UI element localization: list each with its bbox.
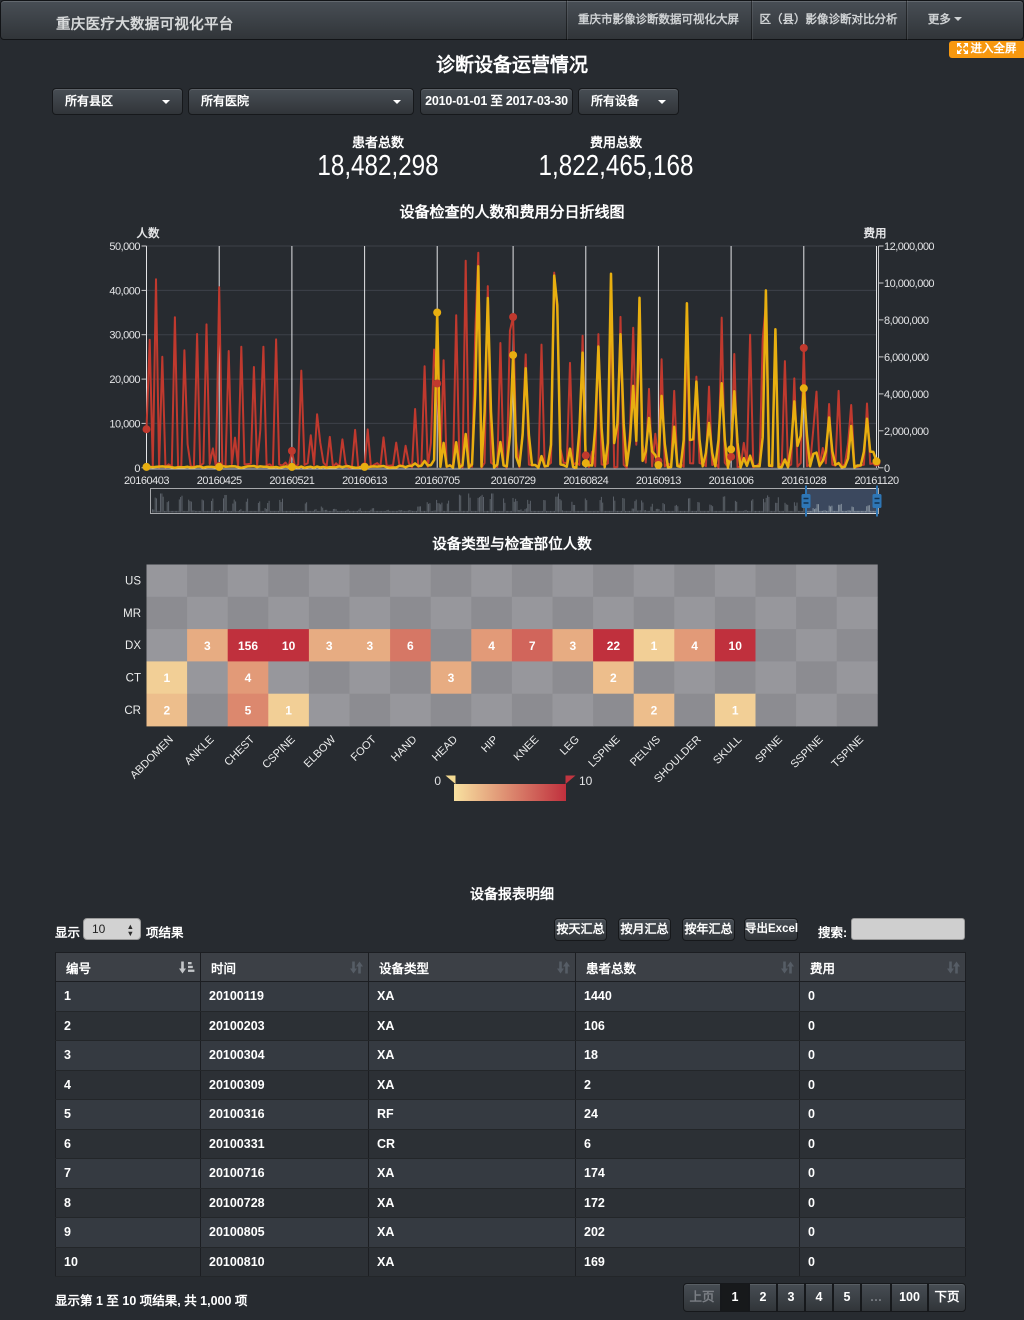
svg-text:US: US	[125, 576, 141, 588]
svg-text:20160403: 20160403	[124, 475, 169, 487]
svg-text:156: 156	[238, 639, 258, 653]
svg-text:4: 4	[691, 639, 698, 653]
svg-text:SKULL: SKULL	[711, 734, 744, 767]
svg-text:20160824: 20160824	[563, 475, 608, 487]
svg-text:HIP: HIP	[479, 734, 500, 755]
svg-text:10,000,000: 10,000,000	[884, 278, 934, 290]
svg-text:设备检查的人数和费用分日折线图: 设备检查的人数和费用分日折线图	[399, 203, 624, 221]
svg-text:4: 4	[245, 671, 252, 685]
svg-text:DX: DX	[125, 640, 141, 652]
svg-text:3: 3	[448, 671, 455, 685]
svg-text:3: 3	[366, 639, 373, 653]
svg-text:0: 0	[134, 463, 140, 475]
svg-text:4: 4	[488, 639, 495, 653]
svg-text:人数: 人数	[137, 226, 160, 240]
svg-text:7: 7	[529, 639, 536, 653]
svg-text:MR: MR	[123, 608, 141, 620]
svg-text:20161028: 20161028	[781, 475, 826, 487]
svg-text:PELVIS: PELVIS	[628, 734, 663, 769]
svg-text:设备类型与检查部位人数: 设备类型与检查部位人数	[432, 535, 592, 553]
svg-text:3: 3	[326, 639, 333, 653]
svg-text:1: 1	[285, 703, 292, 717]
svg-text:20,000: 20,000	[109, 374, 140, 386]
svg-text:20160913: 20160913	[636, 475, 681, 487]
svg-text:1: 1	[651, 639, 658, 653]
svg-text:3: 3	[204, 639, 211, 653]
svg-text:4,000,000: 4,000,000	[884, 389, 929, 401]
svg-text:CSPINE: CSPINE	[260, 734, 297, 771]
svg-text:ABDOMEN: ABDOMEN	[128, 734, 176, 782]
svg-text:10: 10	[729, 639, 743, 653]
svg-text:10: 10	[282, 639, 296, 653]
svg-text:0: 0	[434, 774, 441, 788]
svg-text:20160521: 20160521	[269, 475, 314, 487]
svg-text:1: 1	[163, 671, 170, 685]
svg-text:5: 5	[245, 703, 252, 717]
svg-text:8,000,000: 8,000,000	[884, 315, 929, 327]
svg-text:KNEE: KNEE	[512, 734, 542, 764]
svg-text:3: 3	[569, 639, 576, 653]
svg-text:TSPINE: TSPINE	[830, 734, 867, 771]
svg-text:20160729: 20160729	[491, 475, 536, 487]
svg-text:2: 2	[651, 703, 658, 717]
svg-text:20161006: 20161006	[709, 475, 754, 487]
svg-text:10,000: 10,000	[109, 418, 140, 430]
svg-text:FOOT: FOOT	[349, 733, 379, 763]
svg-text:20160425: 20160425	[197, 475, 242, 487]
svg-text:40,000: 40,000	[109, 285, 140, 297]
svg-text:HAND: HAND	[389, 734, 420, 765]
svg-text:50,000: 50,000	[109, 241, 140, 253]
svg-text:2,000,000: 2,000,000	[884, 426, 929, 438]
svg-text:20160705: 20160705	[415, 475, 460, 487]
svg-text:30,000: 30,000	[109, 330, 140, 342]
svg-text:6,000,000: 6,000,000	[884, 352, 929, 364]
svg-text:20160613: 20160613	[342, 475, 387, 487]
svg-text:HEAD: HEAD	[430, 734, 460, 764]
svg-text:2: 2	[163, 703, 170, 717]
svg-text:0: 0	[884, 463, 890, 475]
svg-text:20161120: 20161120	[854, 475, 899, 487]
svg-text:CT: CT	[126, 673, 141, 685]
svg-text:LSPINE: LSPINE	[586, 734, 622, 770]
svg-text:LEG: LEG	[558, 734, 582, 758]
svg-text:CR: CR	[124, 705, 141, 717]
svg-text:费用: 费用	[864, 226, 887, 240]
svg-text:22: 22	[607, 639, 621, 653]
svg-text:CHEST: CHEST	[222, 733, 257, 768]
svg-text:10: 10	[579, 774, 593, 788]
svg-text:12,000,000: 12,000,000	[884, 241, 934, 253]
svg-text:SSPINE: SSPINE	[788, 734, 825, 771]
svg-text:1: 1	[732, 703, 739, 717]
svg-text:ANKLE: ANKLE	[183, 734, 217, 768]
svg-text:6: 6	[407, 639, 414, 653]
svg-text:ELBOW: ELBOW	[302, 733, 339, 770]
svg-text:SPINE: SPINE	[753, 734, 785, 766]
svg-text:2: 2	[610, 671, 617, 685]
